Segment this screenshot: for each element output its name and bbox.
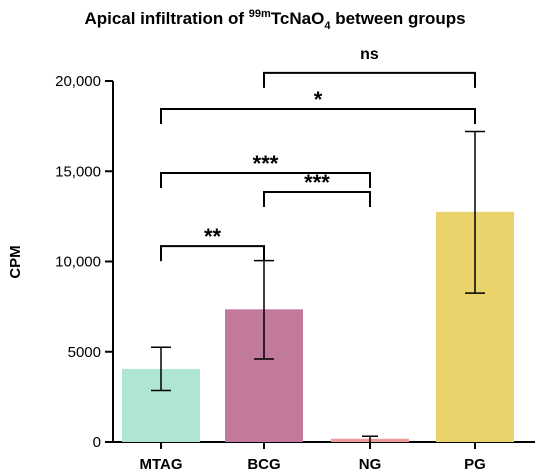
chart-title: Apical infiltration of 99mTcNaO4 between… bbox=[84, 8, 465, 32]
tick-labels: 0 5000 10,000 15,000 20,000 MTAG BCG NG PG bbox=[55, 73, 486, 473]
significance-label: *** bbox=[253, 151, 279, 176]
significance-brackets: *********ns bbox=[160, 46, 476, 262]
x-tick-label: MTAG bbox=[139, 456, 182, 473]
chart-title-superscript: 99m bbox=[249, 8, 271, 20]
x-tick-label: NG bbox=[359, 456, 382, 473]
chart-title-main: TcNaO bbox=[271, 9, 325, 28]
error-bars bbox=[151, 130, 485, 442]
chart-title-prefix: Apical infiltration of bbox=[84, 9, 248, 28]
significance-label: *** bbox=[304, 170, 330, 195]
x-tick-label: PG bbox=[464, 456, 486, 473]
significance-bracket bbox=[263, 71, 476, 88]
significance-label: ns bbox=[360, 46, 379, 63]
x-tick-label: BCG bbox=[247, 456, 280, 473]
chart-title-suffix: between groups bbox=[330, 9, 465, 28]
significance-bracket bbox=[160, 107, 476, 124]
chart-title-subscript: 4 bbox=[324, 20, 331, 32]
significance-label: * bbox=[314, 87, 323, 112]
y-tick-label: 5000 bbox=[68, 344, 101, 361]
significance-label: ** bbox=[204, 224, 222, 249]
y-axis-label: CPM bbox=[7, 245, 24, 278]
y-tick-label: 0 bbox=[93, 434, 101, 451]
y-tick-label: 20,000 bbox=[55, 73, 101, 90]
y-tick-label: 15,000 bbox=[55, 163, 101, 180]
significance-bracket bbox=[160, 172, 371, 189]
significance-bracket bbox=[160, 245, 265, 262]
significance-bracket bbox=[263, 191, 371, 208]
y-tick-label: 10,000 bbox=[55, 254, 101, 271]
